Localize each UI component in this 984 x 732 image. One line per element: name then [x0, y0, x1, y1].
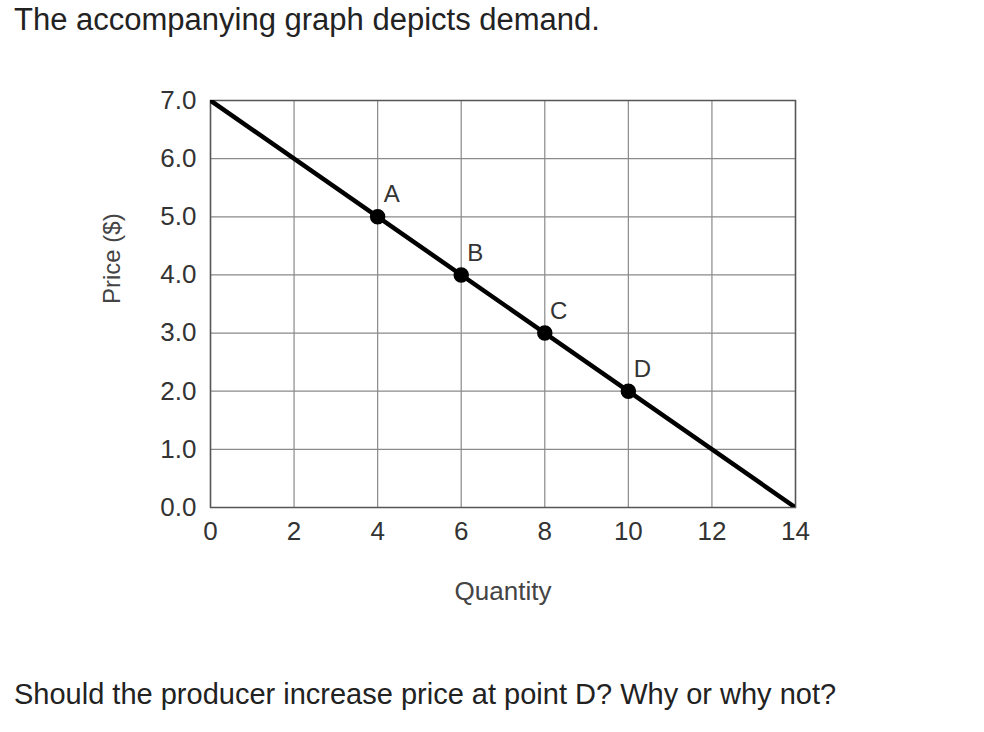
html-text:The accompanying graph depicts: The accompanying graph depicts demand.	[14, 2, 600, 37]
svg-text:A: A	[384, 180, 400, 207]
svg-text:6.0: 6.0	[160, 143, 196, 173]
svg-text:5.0: 5.0	[160, 201, 196, 231]
svg-text:10: 10	[614, 516, 643, 546]
svg-text:3.0: 3.0	[160, 317, 196, 347]
svg-text:4: 4	[370, 516, 384, 546]
svg-text:12: 12	[697, 516, 726, 546]
svg-text:Price ($): Price ($)	[98, 213, 125, 304]
svg-text:6: 6	[454, 516, 468, 546]
svg-text:2.0: 2.0	[160, 376, 196, 406]
svg-text:7.0: 7.0	[160, 85, 196, 115]
svg-text:14: 14	[781, 516, 810, 546]
svg-text:Quantity: Quantity	[455, 576, 552, 606]
svg-text:2: 2	[287, 516, 301, 546]
svg-text:8: 8	[538, 516, 552, 546]
svg-text:0.0: 0.0	[160, 492, 196, 522]
svg-text:D: D	[634, 355, 651, 382]
svg-text:1.0: 1.0	[160, 434, 196, 464]
svg-text:B: B	[467, 239, 483, 266]
svg-text:C: C	[550, 297, 567, 324]
html-text:Should the producer increase p: Should the producer increase price at po…	[14, 678, 837, 710]
svg-text:0: 0	[203, 516, 217, 546]
svg-text:4.0: 4.0	[160, 259, 196, 289]
